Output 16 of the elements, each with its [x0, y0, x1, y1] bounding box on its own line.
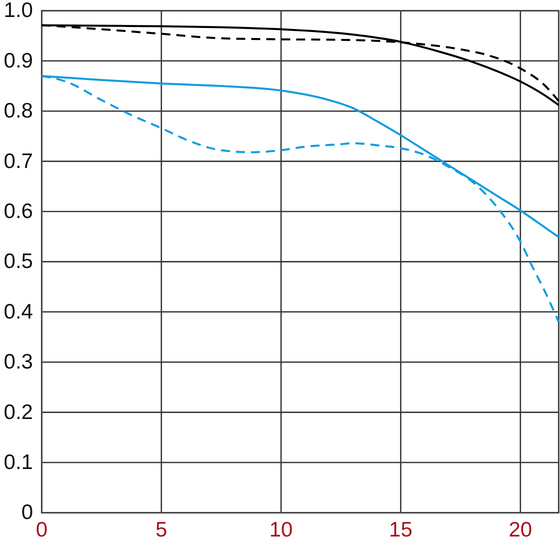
y-tick-label: 0.2 — [4, 400, 33, 424]
y-tick-label: 0.7 — [4, 150, 33, 173]
y-tick-label: 0.5 — [4, 250, 33, 274]
y-tick-label: 0.8 — [4, 100, 33, 123]
x-tick-label: 15 — [389, 518, 412, 542]
y-tick-label: 0 — [21, 501, 33, 524]
y-tick-label: 0.1 — [4, 451, 33, 474]
y-tick-label: 0.9 — [4, 49, 33, 72]
y-tick-label: 0.3 — [4, 350, 33, 374]
x-tick-label: 10 — [269, 518, 293, 542]
x-tick-label: 0 — [36, 518, 48, 542]
y-tick-label: 0.4 — [4, 300, 34, 324]
x-tick-label: 20 — [508, 518, 532, 542]
y-tick-label: 1.0 — [4, 0, 33, 22]
y-tick-label: 0.6 — [4, 200, 33, 223]
x-tick-label: 5 — [156, 518, 168, 542]
